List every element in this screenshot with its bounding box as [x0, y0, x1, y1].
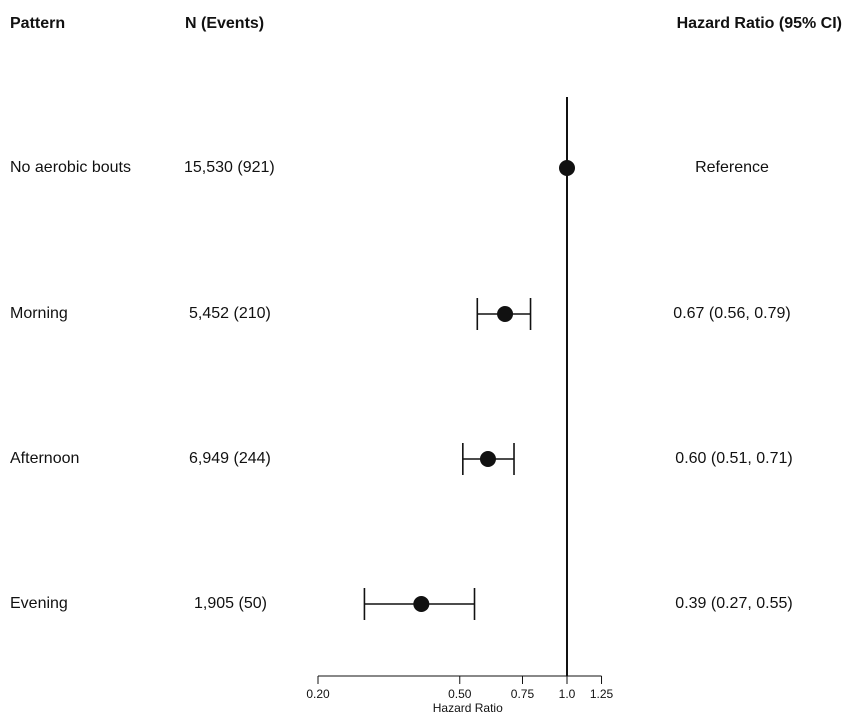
- row-hr-ci: 0.60 (0.51, 0.71): [675, 450, 793, 467]
- header-n-events: N (Events): [185, 15, 265, 32]
- x-tick-label: 0.75: [511, 687, 535, 701]
- header-pattern: Pattern: [10, 15, 66, 32]
- x-tick-label: 1.25: [590, 687, 614, 701]
- row-n-events: 15,530 (921): [184, 159, 275, 176]
- row-hr-ci: Reference: [695, 159, 769, 176]
- row-pattern: Afternoon: [10, 450, 80, 467]
- row-pattern: Morning: [10, 305, 68, 322]
- x-tick-label: 0.50: [448, 687, 472, 701]
- row-n-events: 1,905 (50): [194, 595, 267, 612]
- hazard-point: [479, 451, 496, 467]
- header-hazard-ci: Hazard Ratio (95% CI): [676, 15, 842, 32]
- row-pattern: Evening: [10, 595, 68, 612]
- row-hr-ci: 0.67 (0.56, 0.79): [673, 305, 791, 322]
- x-tick-label: 0.20: [306, 687, 330, 701]
- hazard-point: [497, 306, 514, 322]
- x-tick-label: 1.0: [559, 687, 576, 701]
- row-n-events: 5,452 (210): [189, 305, 271, 322]
- row-n-events: 6,949 (244): [189, 450, 271, 467]
- hazard-point: [559, 160, 575, 176]
- hazard-point: [413, 596, 430, 612]
- row-hr-ci: 0.39 (0.27, 0.55): [675, 595, 793, 612]
- x-axis-title: Hazard Ratio: [433, 701, 503, 715]
- row-pattern: No aerobic bouts: [10, 159, 131, 176]
